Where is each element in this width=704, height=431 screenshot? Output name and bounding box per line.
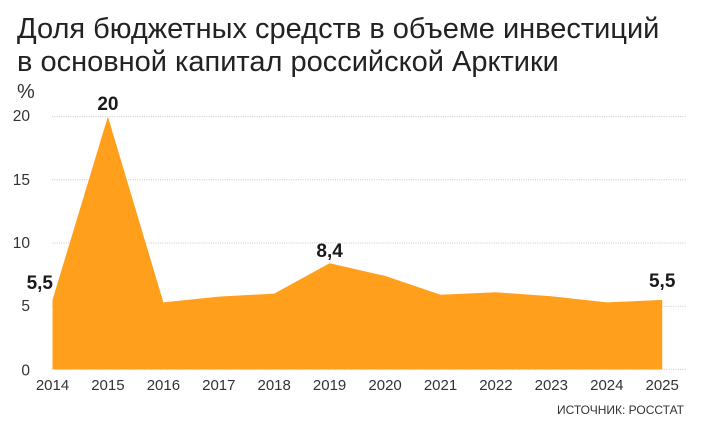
svg-text:2024: 2024 bbox=[590, 377, 623, 394]
svg-text:2018: 2018 bbox=[258, 377, 291, 394]
svg-text:2015: 2015 bbox=[91, 377, 124, 394]
svg-text:2019: 2019 bbox=[313, 377, 346, 394]
svg-text:2014: 2014 bbox=[36, 377, 69, 394]
svg-text:20: 20 bbox=[97, 94, 118, 115]
svg-text:2021: 2021 bbox=[424, 377, 457, 394]
svg-text:2023: 2023 bbox=[535, 377, 568, 394]
svg-text:2025: 2025 bbox=[646, 377, 679, 394]
svg-text:5,5: 5,5 bbox=[649, 271, 676, 292]
svg-text:2022: 2022 bbox=[479, 377, 512, 394]
svg-text:2016: 2016 bbox=[147, 377, 180, 394]
svg-text:5,5: 5,5 bbox=[27, 273, 54, 294]
svg-text:8,4: 8,4 bbox=[316, 241, 343, 262]
svg-text:2020: 2020 bbox=[368, 377, 401, 394]
svg-text:%: % bbox=[17, 81, 35, 103]
svg-text:15: 15 bbox=[13, 172, 30, 189]
svg-text:5: 5 bbox=[21, 298, 30, 315]
svg-text:0: 0 bbox=[21, 363, 30, 380]
svg-text:10: 10 bbox=[13, 235, 31, 252]
svg-text:20: 20 bbox=[13, 108, 31, 125]
svg-text:ИСТОЧНИК: РОССТАТ: ИСТОЧНИК: РОССТАТ bbox=[557, 403, 685, 417]
svg-text:2017: 2017 bbox=[202, 377, 235, 394]
